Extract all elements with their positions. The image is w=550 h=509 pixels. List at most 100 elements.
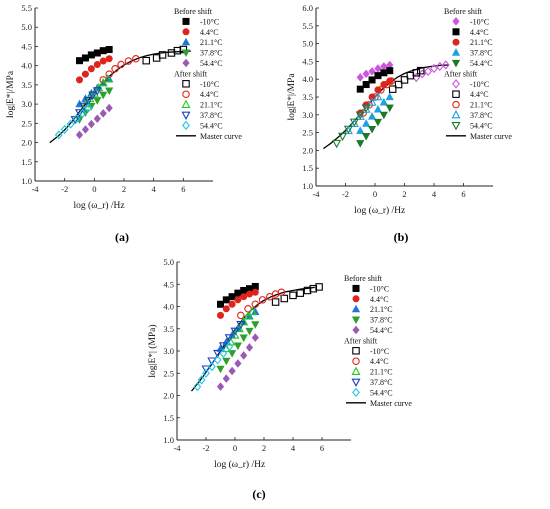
point-after — [74, 109, 85, 118]
y-tick-label: 3.5 — [302, 92, 313, 102]
point-before — [234, 296, 242, 304]
point-after — [315, 283, 323, 291]
x-axis-label: log (ω_r) /Hz — [354, 205, 405, 216]
legend-entry: 37.8°C — [370, 378, 393, 387]
point-before — [385, 104, 394, 113]
point-after — [201, 365, 211, 374]
legend-marker — [352, 387, 360, 398]
point-after — [88, 91, 98, 100]
chart-panel-c: 1.0 1.5 2.0 2.5 3.0 3.5 4.0 4.5 5.0 -4 -2 0 2 4 6 log (… — [147, 257, 412, 501]
legend: Before shift-10°C4.4°C21.1°C37.8°C54.4°C… — [344, 274, 412, 408]
legend-marker — [182, 120, 190, 131]
point-after — [197, 375, 206, 385]
point-after — [280, 294, 289, 303]
point-after — [388, 85, 397, 93]
point-before — [374, 72, 382, 80]
point-after — [225, 341, 234, 352]
chart-panel-b: 1.0 1.5 2.0 2.5 3.0 3.5 4.0 4.5 5.0 5.5 6.0 -4 -2 0 2 4… — [287, 3, 512, 244]
point-before — [81, 125, 90, 134]
x-tick-label: 2 — [402, 189, 406, 199]
legend-marker — [352, 284, 360, 292]
y-tick-label: 3.5 — [163, 324, 174, 334]
legend-marker — [351, 304, 361, 313]
point-before — [87, 65, 95, 73]
point-before — [222, 296, 230, 304]
legend-entry: 37.8°C — [200, 49, 223, 58]
point-after — [289, 291, 297, 300]
point-before — [245, 327, 254, 336]
y-tick-label: 3.0 — [302, 110, 313, 120]
point-before — [362, 119, 371, 127]
x-axis-label: log (ω_r) /Hz — [74, 200, 125, 211]
legend-header-after: After shift — [344, 336, 378, 345]
point-before — [105, 87, 114, 96]
panel-caption: (b) — [394, 230, 409, 244]
point-after — [60, 124, 69, 135]
point-after — [412, 69, 421, 77]
legend-entry: 54.4°C — [200, 121, 223, 130]
point-after — [66, 119, 75, 129]
point-after — [99, 76, 107, 84]
point-before — [99, 57, 107, 65]
legend-entry: 54.4°C — [470, 59, 493, 68]
legend-entry: Master curve — [370, 399, 412, 408]
point-after — [124, 57, 133, 65]
point-after — [394, 80, 403, 89]
point-before — [75, 130, 84, 140]
y-tick-label: 4.5 — [302, 56, 313, 66]
legend-entry: -10°C — [200, 17, 219, 26]
legend-marker — [181, 49, 191, 58]
point-before — [379, 97, 388, 106]
legend-marker — [352, 325, 360, 335]
master-curve-line — [49, 50, 191, 144]
legend-header-before: Before shift — [344, 274, 383, 283]
point-before — [76, 57, 84, 65]
point-before — [99, 109, 107, 118]
legend-entry: -10°C — [370, 347, 389, 356]
point-after — [236, 320, 246, 330]
point-before — [105, 103, 113, 113]
point-after — [83, 96, 93, 106]
point-before — [251, 321, 260, 329]
x-axis-label: log (ω_r) /Hz — [214, 459, 265, 470]
point-after — [387, 77, 395, 85]
x-tick-label: 0 — [92, 184, 96, 194]
legend-entry: 37.8°C — [470, 49, 493, 58]
point-before — [222, 357, 231, 366]
legend-marker — [351, 366, 361, 375]
y-tick-label: 1.0 — [302, 181, 313, 191]
y-tick-label: 3.5 — [21, 80, 32, 90]
point-after — [193, 381, 202, 392]
point-after — [373, 92, 383, 101]
legend-marker — [451, 122, 461, 131]
y-tick-label: 2.5 — [163, 368, 174, 378]
point-before — [222, 374, 230, 383]
legend-marker — [452, 90, 460, 98]
point-before — [81, 70, 89, 78]
y-tick-label: 2.5 — [302, 128, 313, 138]
point-before — [240, 293, 248, 301]
y-tick-label: 3.0 — [21, 99, 32, 109]
legend-entry: 21.1°C — [370, 305, 393, 314]
y-tick-label: 1.5 — [163, 413, 174, 423]
point-after — [430, 63, 438, 74]
point-before — [228, 366, 236, 376]
x-tick-label: 4 — [291, 443, 296, 453]
point-before — [99, 91, 108, 100]
point-before — [385, 92, 394, 101]
y-tick-label: 5.0 — [302, 39, 313, 49]
point-before — [362, 133, 371, 141]
point-after — [218, 342, 228, 351]
point-before — [99, 47, 107, 55]
legend-marker — [182, 90, 190, 98]
x-tick-label: 6 — [181, 184, 185, 194]
x-tick-label: 4 — [432, 189, 437, 199]
y-axis-label: log|E*|/MPa — [287, 73, 297, 121]
legend-marker — [452, 38, 460, 46]
point-after — [343, 125, 353, 134]
legend-entry: 4.4°C — [370, 357, 389, 366]
point-before — [76, 76, 84, 84]
point-before — [216, 382, 225, 391]
point-before — [380, 69, 388, 77]
point-before — [367, 112, 377, 120]
